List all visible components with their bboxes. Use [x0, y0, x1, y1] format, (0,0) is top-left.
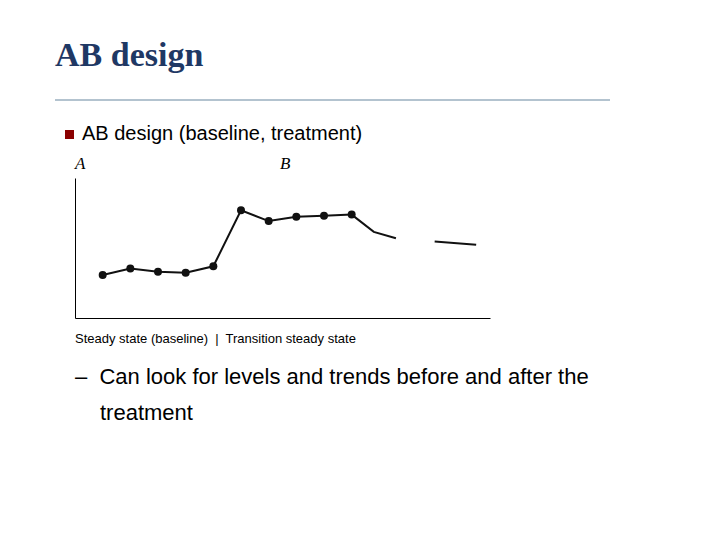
slide: AB design AB design (baseline, treatment)… [0, 0, 720, 540]
annotation: – Can look for levels and trends before … [75, 364, 589, 389]
y-axis-line [75, 179, 76, 319]
series-point [265, 217, 273, 225]
bullet-square [65, 130, 74, 139]
annotation: AB design (baseline, treatment) [82, 122, 362, 144]
series-point [292, 213, 300, 221]
series-line [103, 210, 352, 275]
x-axis [76, 318, 491, 319]
series-point [209, 262, 217, 270]
y-axis [75, 179, 76, 319]
series-point [182, 269, 190, 277]
series-point [154, 268, 162, 276]
annotation: A [74, 154, 86, 173]
series-point [126, 264, 134, 272]
annotation: B [280, 154, 291, 173]
x-axis-line [76, 318, 491, 319]
series-point [99, 271, 107, 279]
series-point [237, 206, 245, 214]
plot-area [99, 206, 477, 279]
annotation: treatment [100, 400, 193, 425]
separator [55, 99, 610, 101]
annotation: Steady state (baseline) | Transition ste… [75, 331, 356, 346]
series-point [320, 212, 328, 220]
series-line [352, 215, 396, 239]
title: AB design [55, 36, 203, 73]
series-line [435, 242, 477, 245]
